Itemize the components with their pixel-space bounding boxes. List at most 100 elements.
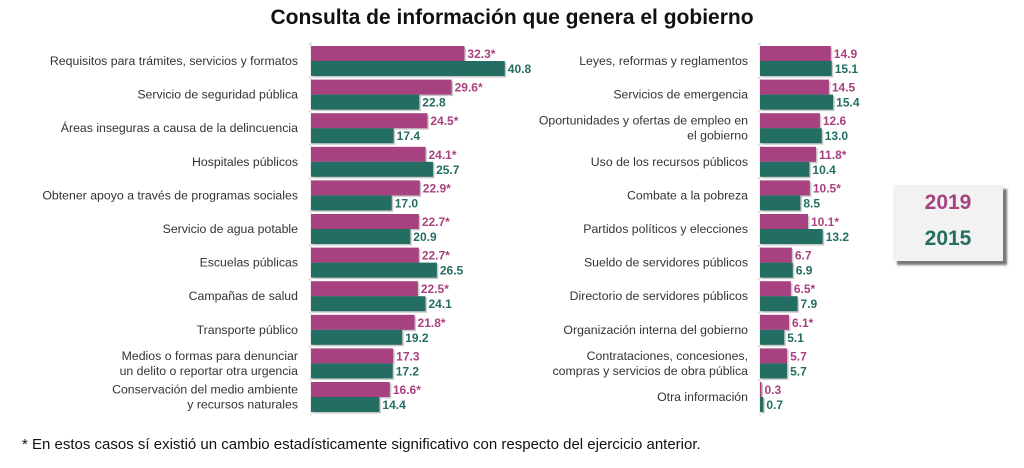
data-label-2019: 21.8* [418, 316, 446, 330]
bar-2019 [760, 113, 820, 129]
bar-2015 [311, 329, 403, 345]
data-label-2019: 32.3* [467, 47, 495, 61]
category-label: Contrataciones, concesiones, [587, 349, 748, 363]
data-label-2015: 0.7 [766, 398, 783, 412]
bar-2019 [311, 113, 428, 129]
data-label-2019: 16.6* [393, 383, 421, 397]
chart-title: Consulta de información que genera el go… [270, 6, 754, 29]
category-label: Escuelas públicas [200, 256, 298, 270]
data-label-2015: 26.5 [440, 264, 464, 278]
bar-2019 [760, 79, 829, 95]
data-label-2015: 5.1 [787, 331, 804, 345]
bar-2015 [760, 229, 823, 244]
bar-2019 [760, 247, 792, 263]
data-label-2019: 29.6* [455, 81, 483, 95]
data-label-2015: 17.2 [396, 364, 420, 378]
bar-2015 [311, 397, 380, 412]
data-label-2015: 20.9 [413, 230, 437, 244]
bar-2015 [760, 296, 798, 312]
category-label: Organización interna del gobierno [563, 323, 748, 337]
bar-2019 [760, 281, 791, 297]
data-label-2015: 13.2 [826, 230, 850, 244]
bar-2015 [311, 128, 394, 144]
data-label-2015: 40.8 [508, 62, 532, 76]
data-label-2019: 22.9* [423, 181, 451, 195]
category-label: Directorio de servidores públicos [570, 289, 748, 303]
bar-2015 [311, 94, 420, 110]
category-label: Servicios de emergencia [613, 88, 748, 102]
data-label-2015: 25.7 [436, 163, 460, 177]
data-label-2015: 5.7 [790, 364, 807, 378]
data-label-2019: 6.5* [794, 282, 816, 296]
bar-2015 [311, 363, 393, 379]
data-label-2015: 24.1 [428, 297, 452, 311]
bar-2015 [311, 262, 437, 278]
chart-panel-left: Requisitos para trámites, servicios y fo… [42, 42, 531, 416]
data-label-2015: 14.4 [382, 398, 406, 412]
bar-2019 [311, 382, 390, 397]
bar-2019 [311, 281, 418, 297]
bar-2019 [760, 46, 831, 61]
bar-2015 [760, 329, 785, 345]
bar-2019 [311, 247, 419, 263]
category-label: y recursos naturales [187, 398, 298, 412]
data-label-2019: 6.7 [795, 249, 812, 263]
data-label-2015: 19.2 [405, 331, 429, 345]
category-label: Leyes, reformas y reglamentos [579, 54, 748, 68]
bar-2015 [311, 229, 411, 244]
category-label: compras y servicios de obra pública [553, 364, 749, 378]
data-label-2015: 8.5 [803, 196, 820, 210]
data-label-2015: 15.1 [835, 62, 859, 76]
data-label-2019: 14.5 [832, 81, 856, 95]
bar-2019 [311, 146, 426, 162]
data-label-2019: 12.6 [823, 114, 847, 128]
data-label-2015: 15.4 [836, 96, 860, 110]
bar-2015 [311, 195, 392, 211]
category-label: Partidos políticos y elecciones [583, 222, 748, 236]
footnote: * En estos casos sí existió un cambio es… [22, 436, 701, 453]
category-label: Campañas de salud [189, 289, 299, 303]
category-label: Servicio de seguridad pública [137, 88, 298, 102]
data-label-2019: 10.5* [813, 181, 841, 195]
bar-2019 [760, 348, 788, 364]
bar-2015 [311, 161, 434, 177]
data-label-2019: 10.1* [811, 215, 839, 229]
bar-2019 [760, 214, 808, 229]
category-label: Hospitales públicos [192, 155, 298, 169]
data-label-2019: 14.9 [834, 47, 858, 61]
bar-2019 [311, 180, 420, 196]
data-label-2015: 13.0 [825, 129, 849, 143]
category-label: Servicio de agua potable [163, 222, 299, 236]
category-label: Otra información [657, 390, 748, 404]
bar-2015 [311, 296, 426, 312]
bar-2015 [760, 397, 764, 412]
category-label: Obtener apoyo a través de programas soci… [42, 188, 298, 202]
data-label-2019: 6.1* [792, 316, 814, 330]
data-label-2015: 6.9 [796, 264, 813, 278]
category-label: Oportunidades y ofertas de empleo en [539, 114, 748, 128]
bar-shadow [761, 383, 763, 399]
data-label-2019: 11.8* [819, 148, 847, 162]
legend-item-2015: 2015 [924, 227, 972, 250]
bar-2015 [760, 161, 810, 177]
bar-2019 [760, 382, 762, 397]
data-label-2019: 22.7* [422, 215, 450, 229]
data-label-2015: 7.9 [801, 297, 818, 311]
legend-item-2019: 2019 [924, 191, 972, 214]
bar-2015 [760, 363, 788, 379]
data-label-2019: 22.7* [422, 249, 450, 263]
category-label: Combate a la pobreza [627, 188, 748, 202]
category-label: Áreas inseguras a causa de la delincuenc… [61, 120, 298, 135]
data-label-2019: 17.3 [396, 349, 420, 363]
category-label: un delito o reportar otra urgencia [120, 364, 299, 378]
bar-2015 [760, 195, 801, 211]
data-label-2015: 22.8 [422, 96, 446, 110]
data-label-2015: 17.4 [397, 129, 421, 143]
bar-2015 [760, 94, 834, 110]
category-label: Conservación del medio ambiente [112, 383, 298, 397]
bar-2015 [760, 262, 793, 278]
bar-2019 [760, 146, 817, 162]
data-label-2019: 24.5* [430, 114, 458, 128]
bar-2019 [311, 46, 465, 61]
